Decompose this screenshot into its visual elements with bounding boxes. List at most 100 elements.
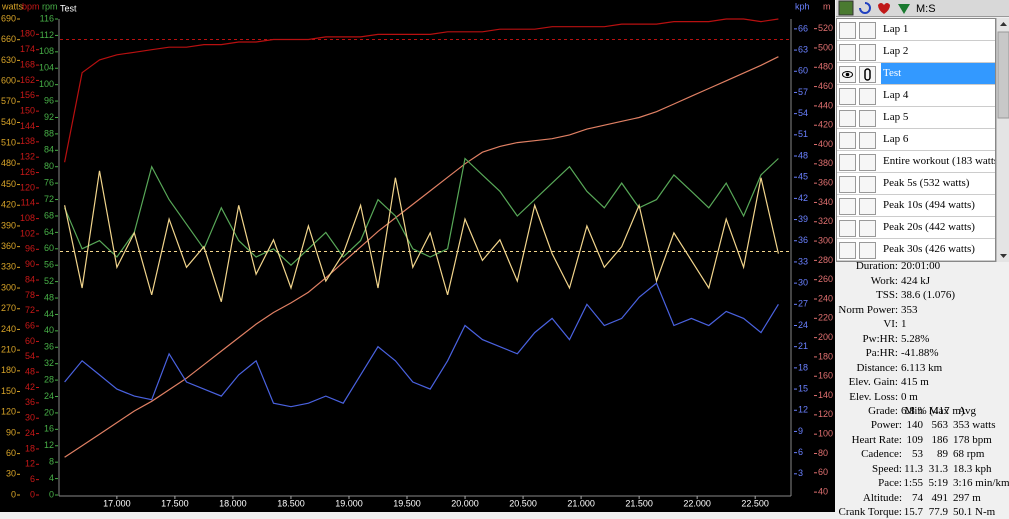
interval-row[interactable]: Lap 4	[837, 85, 995, 107]
interval-list: Lap 1 Lap 2 Test Lap 4 Lap 5 Lap 6 Entire work…	[836, 18, 996, 262]
visible-toggle[interactable]	[839, 110, 856, 127]
y-tick-label: 56	[44, 260, 54, 270]
link-toggle[interactable]	[859, 66, 876, 83]
refresh-icon[interactable]	[859, 2, 871, 14]
stats-max: 563	[931, 419, 949, 431]
visible-toggle[interactable]	[839, 242, 856, 259]
interval-row[interactable]: Lap 6	[837, 129, 995, 151]
interval-label: Test	[881, 63, 995, 84]
scrollbar[interactable]	[996, 18, 1009, 262]
visible-toggle[interactable]	[839, 220, 856, 237]
stats-avg: 353 watts	[953, 419, 996, 431]
y-tick-label: 220	[818, 313, 833, 323]
mode-label[interactable]: M:S	[916, 3, 936, 15]
stats-avg: 178 bpm	[953, 433, 992, 446]
link-toggle[interactable]	[859, 176, 876, 193]
link-toggle[interactable]	[859, 110, 876, 127]
y-tick-label: 108	[39, 46, 54, 56]
interval-label: Peak 30s (426 watts)	[883, 243, 975, 255]
y-tick-label: 12	[44, 440, 54, 450]
y-tick-label: 112	[40, 30, 54, 40]
visible-toggle[interactable]	[839, 132, 856, 149]
interval-row[interactable]: Lap 2	[837, 41, 995, 63]
y-tick-label: 33	[798, 256, 808, 266]
y-tick-label: 140	[818, 390, 833, 400]
y-tick-label: 27	[798, 299, 808, 309]
link-toggle[interactable]	[859, 154, 876, 171]
y-tick-label: 9	[798, 426, 803, 436]
link-toggle[interactable]	[859, 198, 876, 215]
stats-header: Avg	[957, 405, 976, 417]
y-tick-label: 144	[20, 121, 35, 131]
interval-row[interactable]: Peak 20s (442 watts)	[837, 217, 995, 239]
interval-row[interactable]: Lap 5	[837, 107, 995, 129]
y-tick-label: 48	[44, 292, 54, 302]
x-tick-label: 22.000	[683, 498, 711, 508]
link-icon	[864, 68, 871, 81]
link-toggle[interactable]	[859, 220, 876, 237]
interval-row[interactable]: Entire workout (183 watts	[837, 151, 995, 173]
link-toggle[interactable]	[859, 44, 876, 61]
visible-toggle[interactable]	[839, 66, 856, 83]
split-icon[interactable]	[898, 4, 910, 14]
y-tick-label: 96	[25, 244, 35, 254]
interval-row[interactable]: Peak 30s (426 watts)	[837, 239, 995, 261]
scroll-thumb[interactable]	[997, 31, 1009, 119]
y-tick-label: 330	[1, 262, 16, 272]
scroll-down[interactable]	[1000, 254, 1007, 258]
scroll-up[interactable]	[1000, 22, 1007, 26]
interval-row[interactable]: Test	[837, 63, 995, 85]
link-toggle[interactable]	[859, 132, 876, 149]
visible-toggle[interactable]	[839, 88, 856, 105]
x-tick-label: 20.500	[509, 498, 537, 508]
y-tick-label: 150	[20, 106, 35, 116]
interval-row[interactable]: Lap 1	[837, 19, 995, 41]
summary-value: 6.8 % (417 m)	[901, 405, 965, 417]
x-tick-label: 19.500	[393, 498, 421, 508]
y-tick-label: 42	[25, 382, 35, 392]
interval-label: Entire workout (183 watts	[883, 155, 995, 167]
visible-toggle[interactable]	[839, 198, 856, 215]
y-tick-label: 36	[798, 235, 808, 245]
link-toggle[interactable]	[859, 88, 876, 105]
interval-row[interactable]: Peak 5s (532 watts)	[837, 173, 995, 195]
y-tick-label: 72	[25, 305, 35, 315]
stats-label: Crank Torque:	[838, 506, 903, 518]
stats-label: Power:	[870, 419, 902, 431]
interval-row[interactable]: Peak 10s (494 watts)	[837, 195, 995, 217]
y-tick-label: 48	[798, 150, 808, 160]
stats-avg: 18.3 kph	[953, 462, 992, 475]
stats-min: 11.3	[904, 462, 923, 475]
visible-toggle[interactable]	[839, 22, 856, 39]
chart-icon[interactable]	[838, 0, 854, 16]
visible-toggle[interactable]	[839, 44, 856, 61]
toolbar-icons: M:S	[838, 0, 936, 16]
y-tick-label: 60	[25, 336, 35, 346]
y-tick-label: 84	[25, 274, 35, 284]
x-tick-label: 17.000	[103, 498, 131, 508]
link-toggle[interactable]	[859, 22, 876, 39]
y-tick-label: 96	[44, 95, 54, 105]
summary-label: Work:	[870, 274, 898, 287]
series-line	[64, 282, 779, 408]
side-panel: M:S Lap 1 Lap 2 Test Lap 4 Lap 5 Lap 6 Entire …	[836, 0, 1009, 518]
interval-label: Lap 4	[883, 89, 909, 101]
visible-toggle[interactable]	[839, 176, 856, 193]
interval-label: Peak 5s (532 watts)	[883, 177, 970, 189]
summary-label: Duration:	[855, 260, 898, 272]
summary-value: 424 kJ	[901, 274, 931, 287]
y-tick-label: 66	[25, 320, 35, 330]
y-tick-label: 270	[1, 303, 16, 313]
heart-icon[interactable]	[878, 3, 890, 14]
x-tick-label: 17.500	[161, 498, 189, 508]
stats-min: 74	[912, 491, 923, 504]
y-tick-label: 280	[818, 255, 833, 265]
chart-title: Test	[60, 3, 77, 13]
visible-toggle[interactable]	[839, 154, 856, 171]
y-tick-label: 80	[818, 448, 828, 458]
y-tick-label: 36	[25, 397, 35, 407]
link-toggle[interactable]	[859, 242, 876, 259]
y-tick-label: 440	[818, 100, 833, 110]
x-tick-label: 18.000	[219, 498, 247, 508]
y-tick-label: 120	[20, 182, 35, 192]
